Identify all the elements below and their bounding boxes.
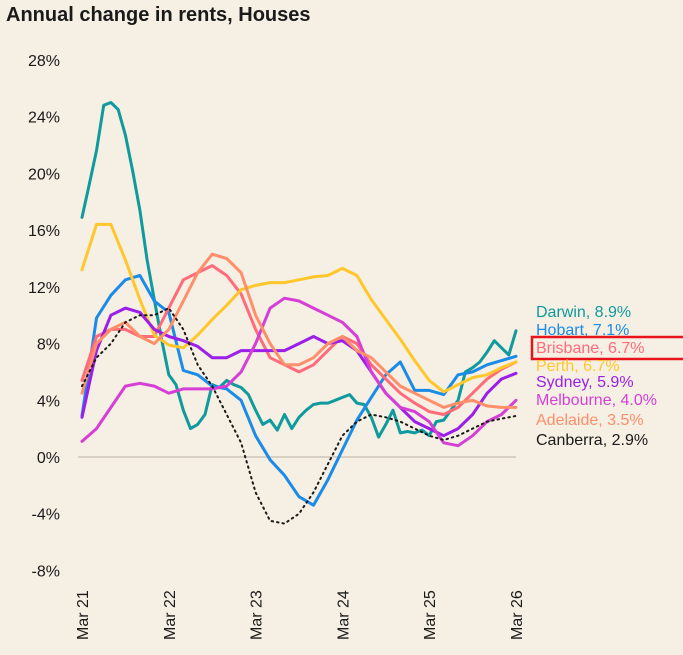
y-tick-label: 24% bbox=[28, 110, 60, 127]
x-tick-label: Mar 24 bbox=[335, 590, 352, 640]
series-line-perth bbox=[80, 222, 518, 394]
series-line-adelaide bbox=[80, 252, 518, 409]
y-tick-label: -4% bbox=[32, 507, 60, 524]
legend-label-perth: Perth, 6.7% bbox=[536, 358, 620, 375]
y-tick-label: 0% bbox=[37, 450, 60, 467]
legend-label-sydney: Sydney, 5.9% bbox=[536, 374, 634, 391]
legend-label-darwin: Darwin, 8.9% bbox=[536, 304, 631, 321]
chart-title: Annual change in rents, Houses bbox=[6, 4, 311, 26]
x-tick-label: Mar 22 bbox=[162, 590, 179, 640]
x-tick-label: Mar 25 bbox=[422, 590, 439, 640]
y-tick-label: 16% bbox=[28, 223, 60, 240]
y-tick-label: -8% bbox=[32, 563, 60, 580]
legend-label-brisbane: Brisbane, 6.7% bbox=[536, 340, 645, 357]
x-tick-label: Mar 21 bbox=[75, 590, 92, 640]
y-tick-label: 4% bbox=[37, 393, 60, 410]
series-line-sydney bbox=[80, 306, 518, 438]
highlight-box bbox=[530, 335, 683, 361]
legend-label-melbourne: Melbourne, 4.0% bbox=[536, 392, 657, 409]
legend-label-adelaide: Adelaide, 3.5% bbox=[536, 412, 644, 429]
legend-label-canberra: Canberra, 2.9% bbox=[536, 432, 648, 449]
series-line-hobart bbox=[80, 274, 518, 507]
series-line-melbourne bbox=[80, 296, 518, 448]
y-tick-label: 8% bbox=[37, 337, 60, 354]
legend-label-hobart: Hobart, 7.1% bbox=[536, 322, 629, 339]
y-tick-label: 28% bbox=[28, 53, 60, 70]
x-tick-label: Mar 26 bbox=[509, 590, 526, 640]
y-tick-label: 12% bbox=[28, 280, 60, 297]
x-tick-label: Mar 23 bbox=[249, 590, 266, 640]
y-tick-label: 20% bbox=[28, 166, 60, 183]
